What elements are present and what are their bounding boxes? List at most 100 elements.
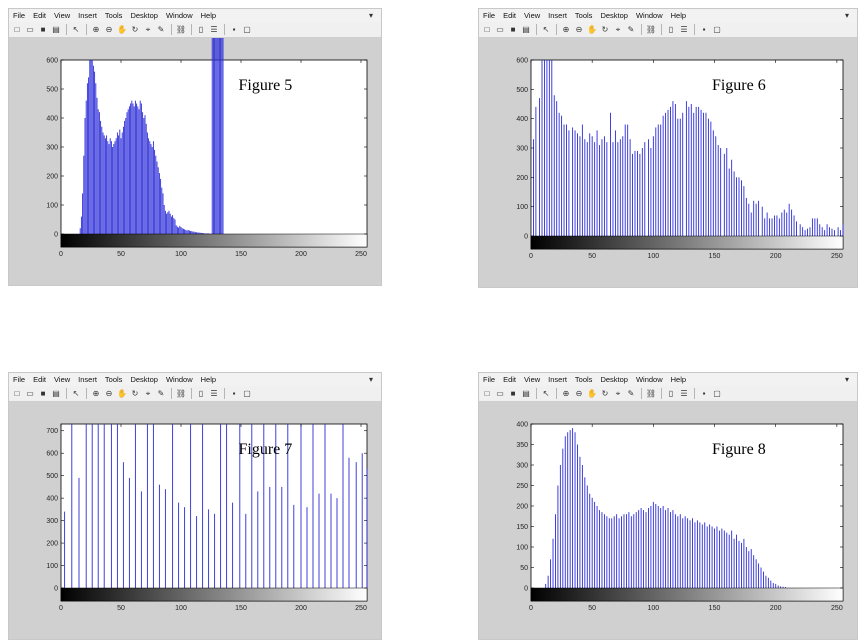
print-icon[interactable]: ▤ [50, 24, 62, 35]
menu-desktop[interactable]: Desktop [596, 9, 632, 22]
menu-insert[interactable]: Insert [74, 9, 101, 22]
legend-icon[interactable]: ☰ [678, 24, 690, 35]
menu-help[interactable]: Help [197, 9, 220, 22]
print-icon[interactable]: ▤ [50, 388, 62, 399]
menu-desktop[interactable]: Desktop [126, 9, 162, 22]
zoom-in-icon[interactable]: ⊕ [560, 388, 572, 399]
menu-file[interactable]: File [479, 9, 499, 22]
dock-icon[interactable]: ▢ [241, 388, 253, 399]
new-icon[interactable]: □ [481, 24, 493, 35]
pointer-icon[interactable]: ↖ [540, 24, 552, 35]
menu-desktop[interactable]: Desktop [126, 373, 162, 386]
hide-tools-icon[interactable]: ▪ [228, 24, 240, 35]
hide-tools-icon[interactable]: ▪ [698, 388, 710, 399]
rotate-icon[interactable]: ↻ [599, 388, 611, 399]
menu-edit[interactable]: Edit [499, 373, 520, 386]
open-icon[interactable]: ▭ [24, 24, 36, 35]
pan-icon[interactable]: ✋ [586, 24, 598, 35]
colorbar-icon[interactable]: ▯ [665, 388, 677, 399]
dock-arrow-icon[interactable]: ▾ [841, 9, 853, 22]
menu-window[interactable]: Window [632, 9, 667, 22]
pointer-icon[interactable]: ↖ [70, 388, 82, 399]
link-icon[interactable]: ⛓ [175, 24, 187, 35]
pan-icon[interactable]: ✋ [116, 388, 128, 399]
link-icon[interactable]: ⛓ [645, 388, 657, 399]
colorbar-icon[interactable]: ▯ [195, 24, 207, 35]
rotate-icon[interactable]: ↻ [129, 24, 141, 35]
pan-icon[interactable]: ✋ [586, 388, 598, 399]
menu-help[interactable]: Help [197, 373, 220, 386]
data-cursor-icon[interactable]: ⌖ [142, 24, 154, 35]
dock-icon[interactable]: ▢ [711, 388, 723, 399]
dock-arrow-icon[interactable]: ▾ [365, 9, 377, 22]
menu-tools[interactable]: Tools [101, 373, 127, 386]
menu-help[interactable]: Help [667, 373, 690, 386]
zoom-in-icon[interactable]: ⊕ [90, 388, 102, 399]
menu-tools[interactable]: Tools [101, 9, 127, 22]
menu-insert[interactable]: Insert [74, 373, 101, 386]
data-cursor-icon[interactable]: ⌖ [612, 388, 624, 399]
legend-icon[interactable]: ☰ [678, 388, 690, 399]
zoom-in-icon[interactable]: ⊕ [90, 24, 102, 35]
menu-file[interactable]: File [9, 9, 29, 22]
menu-window[interactable]: Window [162, 9, 197, 22]
menu-tools[interactable]: Tools [571, 9, 597, 22]
hide-tools-icon[interactable]: ▪ [698, 24, 710, 35]
open-icon[interactable]: ▭ [24, 388, 36, 399]
pan-icon[interactable]: ✋ [116, 24, 128, 35]
zoom-out-icon[interactable]: ⊖ [573, 388, 585, 399]
rotate-icon[interactable]: ↻ [129, 388, 141, 399]
legend-icon[interactable]: ☰ [208, 388, 220, 399]
new-icon[interactable]: □ [11, 24, 23, 35]
menu-file[interactable]: File [9, 373, 29, 386]
menu-view[interactable]: View [50, 373, 74, 386]
zoom-out-icon[interactable]: ⊖ [573, 24, 585, 35]
menu-view[interactable]: View [520, 373, 544, 386]
menu-tools[interactable]: Tools [571, 373, 597, 386]
dock-arrow-icon[interactable]: ▾ [841, 373, 853, 386]
menu-desktop[interactable]: Desktop [596, 373, 632, 386]
open-icon[interactable]: ▭ [494, 388, 506, 399]
save-icon[interactable]: ■ [37, 388, 49, 399]
brush-icon[interactable]: ✎ [155, 24, 167, 35]
zoom-out-icon[interactable]: ⊖ [103, 24, 115, 35]
menu-edit[interactable]: Edit [29, 373, 50, 386]
colorbar-icon[interactable]: ▯ [665, 24, 677, 35]
dock-arrow-icon[interactable]: ▾ [365, 373, 377, 386]
link-icon[interactable]: ⛓ [175, 388, 187, 399]
legend-icon[interactable]: ☰ [208, 24, 220, 35]
menu-help[interactable]: Help [667, 9, 690, 22]
data-cursor-icon[interactable]: ⌖ [612, 24, 624, 35]
link-icon[interactable]: ⛓ [645, 24, 657, 35]
zoom-out-icon[interactable]: ⊖ [103, 388, 115, 399]
dock-icon[interactable]: ▢ [711, 24, 723, 35]
menu-window[interactable]: Window [162, 373, 197, 386]
zoom-in-icon[interactable]: ⊕ [560, 24, 572, 35]
open-icon[interactable]: ▭ [494, 24, 506, 35]
new-icon[interactable]: □ [11, 388, 23, 399]
save-icon[interactable]: ■ [507, 388, 519, 399]
menu-file[interactable]: File [479, 373, 499, 386]
save-icon[interactable]: ■ [507, 24, 519, 35]
colorbar-icon[interactable]: ▯ [195, 388, 207, 399]
hide-tools-icon[interactable]: ▪ [228, 388, 240, 399]
brush-icon[interactable]: ✎ [155, 388, 167, 399]
brush-icon[interactable]: ✎ [625, 388, 637, 399]
menu-edit[interactable]: Edit [29, 9, 50, 22]
new-icon[interactable]: □ [481, 388, 493, 399]
menu-insert[interactable]: Insert [544, 373, 571, 386]
brush-icon[interactable]: ✎ [625, 24, 637, 35]
print-icon[interactable]: ▤ [520, 24, 532, 35]
print-icon[interactable]: ▤ [520, 388, 532, 399]
menu-window[interactable]: Window [632, 373, 667, 386]
rotate-icon[interactable]: ↻ [599, 24, 611, 35]
pointer-icon[interactable]: ↖ [70, 24, 82, 35]
menu-insert[interactable]: Insert [544, 9, 571, 22]
menu-edit[interactable]: Edit [499, 9, 520, 22]
data-cursor-icon[interactable]: ⌖ [142, 388, 154, 399]
dock-icon[interactable]: ▢ [241, 24, 253, 35]
menu-view[interactable]: View [520, 9, 544, 22]
menu-view[interactable]: View [50, 9, 74, 22]
pointer-icon[interactable]: ↖ [540, 388, 552, 399]
save-icon[interactable]: ■ [37, 24, 49, 35]
